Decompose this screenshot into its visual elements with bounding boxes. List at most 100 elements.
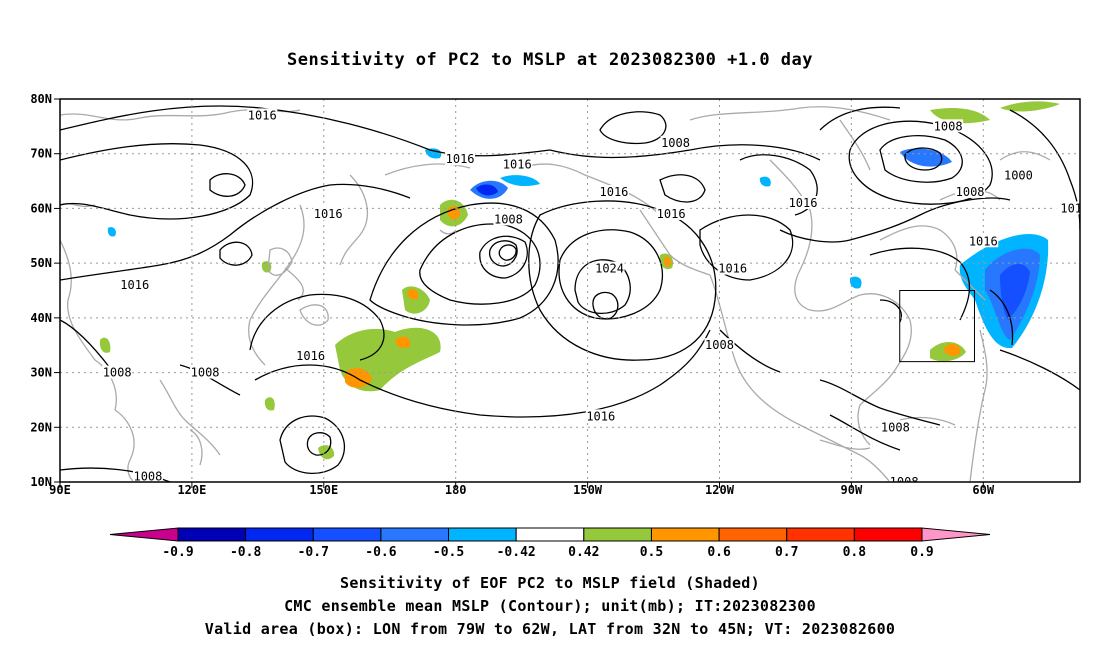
contour-label: 1008 <box>955 185 986 199</box>
contour-label-bg <box>656 206 687 220</box>
colorbar-swatch <box>380 527 450 542</box>
colorbar-swatch <box>245 527 314 542</box>
valid-area-box <box>899 290 975 363</box>
contour-label: 1016 <box>119 278 150 292</box>
colorbar-swatch <box>448 527 517 542</box>
gridlines <box>60 99 1080 482</box>
contour-label-text: 1016 <box>789 196 818 210</box>
map-plot-area: 1016 1016 1016 1008 1016 1016 1016 1008 1000 1008… <box>60 99 1080 489</box>
contour-label-text: 1008 <box>103 366 132 380</box>
lat-tick-label: 70N <box>30 147 52 161</box>
colorbar-label: 0.7 <box>775 545 798 560</box>
colorbar-label: 0.6 <box>707 545 731 560</box>
colorbar-swatch <box>718 527 788 542</box>
contour-label-text: 1016 <box>446 152 475 166</box>
shade-orange-patch <box>407 289 419 300</box>
contour-label-bg <box>102 365 133 379</box>
colorbar-label: -0.42 <box>497 545 536 560</box>
contour-label-bg <box>1056 201 1080 215</box>
contour-label-bg <box>445 152 476 166</box>
colorbar-swatch <box>853 527 923 542</box>
contour-labels: 1016 1016 1016 1008 1016 1016 1016 1008 1000 1008… <box>102 108 1080 489</box>
lat-tick-label: 50N <box>30 256 52 270</box>
mslp-contours <box>60 105 1080 482</box>
figure-title: Sensitivity of PC2 to MSLP at 2023082300… <box>286 50 813 70</box>
contour-label-bg <box>788 195 819 209</box>
contour-label-text: 1016 <box>969 234 998 248</box>
lon-tick-label: 120E <box>177 483 206 497</box>
lon-tick-label: 60W <box>972 483 994 497</box>
lat-tick-label: 10N <box>30 475 52 489</box>
lon-tick-label: 150W <box>573 483 603 497</box>
colorbar-label: 0.42 <box>568 545 599 560</box>
contour-label-text: 1016 <box>600 185 629 199</box>
lon-tick-label: 90W <box>841 483 863 497</box>
colorbar-swatch <box>177 527 247 542</box>
contour-label: 1016 <box>968 234 999 248</box>
shade-cyan-patch <box>500 175 540 186</box>
contour-label-bg <box>247 108 278 122</box>
colorbar: -0.9 -0.8 -0.7 -0.6 -0.5 -0.42 0.42 0.5 0.6 0.7 0.… <box>109 527 991 560</box>
contour-label-text: 1008 <box>934 119 963 133</box>
contour-label: 1024 <box>594 261 625 276</box>
contour-label-bg <box>598 185 629 199</box>
lon-tick-label: 150E <box>309 483 338 497</box>
contour-label: 1016 <box>502 157 533 172</box>
colorbar-label: -0.6 <box>365 545 396 560</box>
contour-label-text: 1016 <box>120 278 149 292</box>
lon-tick-label: 180 <box>445 483 467 497</box>
shade-orange-patch <box>663 257 672 267</box>
contour-label-bg <box>717 261 748 275</box>
contour-label-text: 1008 <box>890 475 919 489</box>
map-frame <box>59 98 1081 483</box>
shade-cyan-patch <box>849 276 862 289</box>
shade-green-patch <box>261 261 272 273</box>
colorbar-arrow-high <box>921 527 991 542</box>
contour-label-text: 1016 <box>718 262 747 276</box>
contour-label-bg <box>295 349 326 363</box>
contour-label-bg <box>502 157 533 171</box>
contour-label-bg <box>955 185 986 199</box>
contour-label-bg <box>660 135 691 149</box>
contour-label-text: 1000 <box>1004 169 1033 183</box>
colorbar-label: 0.8 <box>843 545 867 560</box>
map-axes: 90E 120E 150E 180 150W 120W 90W 60W 80N 70N 60N 50N… <box>30 92 995 497</box>
lat-tick-label: 20N <box>30 420 52 434</box>
contour-label: 1016 <box>247 108 278 122</box>
colorbar-swatch <box>515 527 585 542</box>
sensitivity-shading <box>99 101 1060 460</box>
shade-orange-patch <box>447 206 461 220</box>
colorbar-label: 0.5 <box>640 545 663 560</box>
lat-tick-label: 60N <box>30 201 52 215</box>
contour-label: 1008 <box>132 469 163 482</box>
contour-label: 1008 <box>933 119 964 133</box>
shade-green-patch <box>1000 101 1060 112</box>
shade-orange-patch <box>395 336 411 348</box>
contour-label: 1016 <box>656 206 687 221</box>
footer-line-valid-area: Valid area (box): LON from 79W to 62W, L… <box>204 620 896 638</box>
contour-label-text: 1008 <box>705 338 734 352</box>
shade-orange-patch <box>944 343 961 356</box>
contour-label-text: 1016 <box>503 158 532 172</box>
contour-label: 1000 <box>1003 168 1034 183</box>
lat-tick-label: 30N <box>30 366 52 380</box>
colorbar-label: -0.5 <box>433 545 464 560</box>
contour-label-bg <box>493 212 524 226</box>
colorbar-swatch <box>312 527 382 542</box>
contour-label-bg <box>1003 168 1034 182</box>
contour-label-bg <box>190 365 221 379</box>
contour-label-bg <box>933 119 964 133</box>
lat-tick-label: 80N <box>30 92 52 106</box>
contour-label: 1016 <box>598 185 629 199</box>
shade-green-patch <box>264 397 275 411</box>
contour-label-text: 1008 <box>661 136 690 150</box>
contour-label-bg <box>132 469 163 482</box>
footer-line-contour: CMC ensemble mean MSLP (Contour); unit(m… <box>284 597 816 615</box>
contour-label: 1008 <box>493 212 524 226</box>
contour-label: 1016 <box>717 261 748 276</box>
contour-label-text: 1008 <box>494 212 523 226</box>
contour-label: 1016 <box>445 152 476 166</box>
contour-label-text: 1008 <box>881 420 910 434</box>
colorbar-arrow-low <box>109 527 179 542</box>
